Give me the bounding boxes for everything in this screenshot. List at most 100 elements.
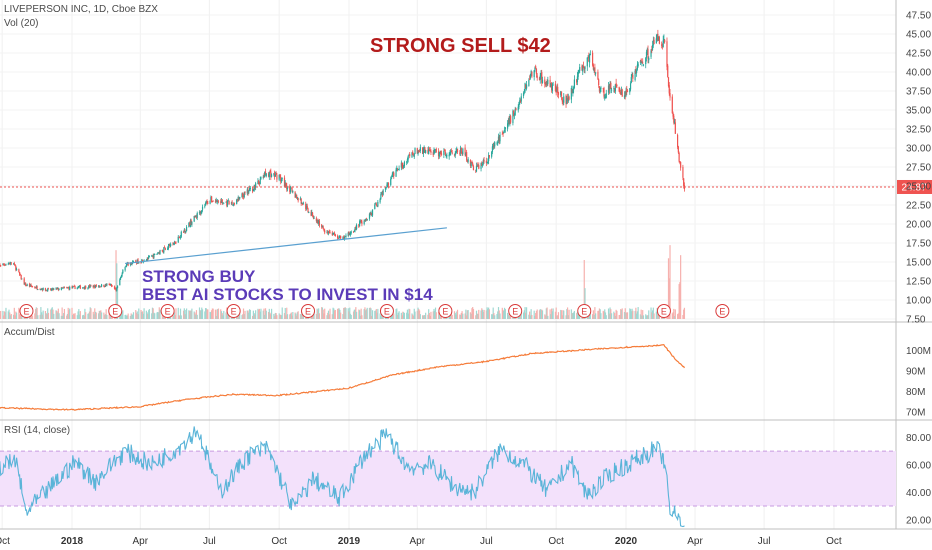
candle-body [12,263,15,265]
candle-body [677,146,679,153]
volume-bar [619,314,621,319]
candle-body [183,229,185,232]
volume-bar [195,310,198,319]
candle-body [83,287,85,289]
price-tick-label: 47.50 [906,11,931,22]
volume-bar [244,310,246,319]
earnings-marker[interactable]: E [438,304,453,318]
candle-body [450,151,453,153]
volume-bar [360,308,362,319]
candle-body [200,212,202,214]
candle-body [302,203,304,205]
candle-body [578,70,580,72]
volume-bar [207,309,209,319]
candle-body [605,93,607,98]
candle-body [44,288,47,291]
volume-bar [174,315,176,319]
candle-body [241,193,243,198]
volume-bar [476,313,478,319]
candle-body [3,264,6,266]
earnings-marker[interactable]: E [379,304,394,318]
candle-body [651,48,653,52]
candle-body [279,175,281,177]
volume-bar [323,313,325,319]
volume-bar [239,312,241,319]
earnings-marker[interactable]: E [656,304,671,318]
volume-bar [634,311,636,319]
earnings-marker[interactable]: E [301,304,316,318]
volume-bar [191,308,193,319]
volume-bar [623,311,626,319]
candle-body [151,255,153,257]
candle-body [201,210,203,213]
price-tick-label: 20.00 [906,220,931,231]
candle-body [249,188,251,189]
volume-bar [411,313,413,319]
candle-body [355,227,357,229]
volume-bar [127,313,129,319]
volume-bar [122,310,124,319]
volume-bar [95,312,97,319]
price-tick-label: 45.00 [906,30,931,41]
volume-bar [145,310,147,319]
candle-body [172,243,174,245]
earnings-marker[interactable]: E [108,304,123,318]
candle-body [529,79,531,81]
earnings-circle [301,304,316,318]
volume-bar [316,308,318,319]
candle-body [603,87,605,97]
earnings-marker[interactable]: E [226,304,241,318]
volume-bar [50,309,52,319]
volume-bar [570,309,572,319]
candle-body [397,169,399,170]
candle-body [137,259,139,264]
volume-bar [561,315,563,319]
candle-body [412,151,414,155]
candle-body [180,231,182,237]
volume-bar [456,309,459,319]
volume-bar [295,313,297,319]
candle-body [406,159,409,161]
candle-body [327,231,330,234]
volume-bar [544,314,546,319]
earnings-marker[interactable]: E [715,304,730,318]
volume-bar [204,308,207,319]
candle-body [629,83,632,90]
candle-body [292,190,294,192]
volume-bar [214,309,217,319]
candle-body [280,176,282,182]
earnings-letter: E [442,307,448,317]
candle-body [450,151,452,154]
candle-body [252,190,254,191]
candle-body [19,271,21,275]
earnings-marker[interactable]: E [19,304,34,318]
earnings-marker[interactable]: E [508,304,523,318]
volume-bar [177,307,179,319]
candle-body [461,153,463,155]
candle-body [387,182,390,186]
volume-bar [99,310,101,319]
volume-bar [629,308,631,319]
candle-body [472,163,474,166]
candle-body [465,153,467,155]
candle-body [561,97,563,102]
earnings-marker[interactable]: E [577,304,592,318]
candle-body [239,196,241,199]
volume-bar [121,311,123,319]
volume-bar [61,307,63,319]
volume-bar [381,314,383,319]
candle-body [413,153,415,157]
volume-bar [329,308,331,319]
volume-bar [290,312,292,319]
volume-bar [226,311,229,319]
earnings-marker[interactable]: E [160,304,175,318]
volume-bar [201,309,204,319]
volume-bar [280,314,282,319]
volume-bar [652,307,654,319]
candle-body [72,286,75,287]
candle-body [97,285,100,287]
support-trendline[interactable] [125,227,447,265]
accum-dist-label: Accum/Dist [4,327,55,338]
volume-bar [195,314,197,319]
